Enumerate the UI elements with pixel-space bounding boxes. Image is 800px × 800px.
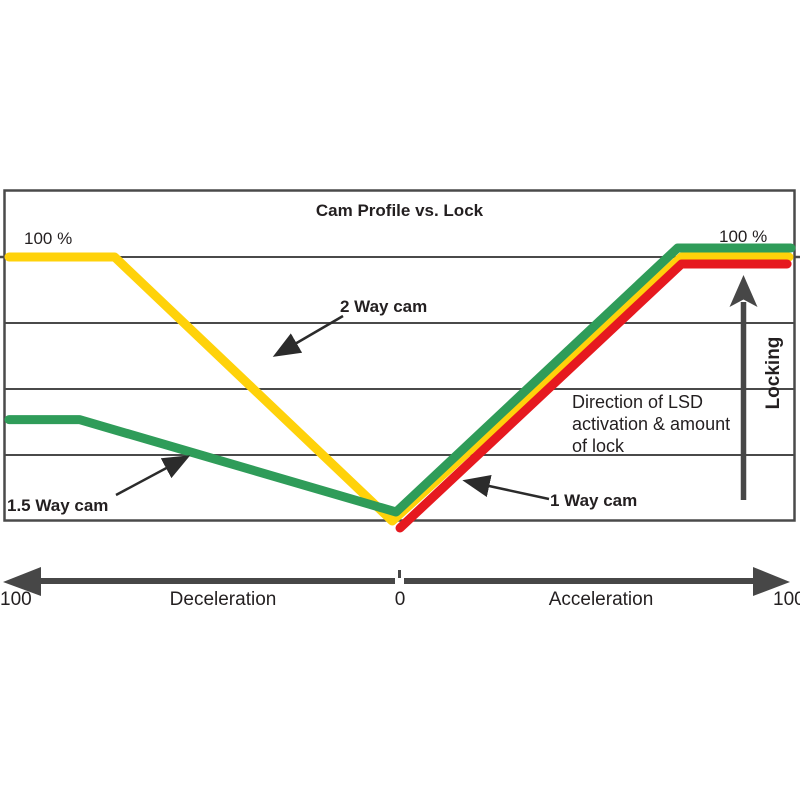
arrow-to-1way-line [462,475,550,501]
series-line-2-way-cam [4,252,794,526]
series-lines [4,243,796,533]
left-100pct-label: 100 % [24,229,73,248]
gridlines [4,256,795,456]
x-axis-acceleration-label: Acceleration [548,589,654,610]
lsd-direction-note: Direction of LSD activation & amount of … [572,391,738,457]
note-line-3: of lock [572,436,625,456]
plot-frame [3,189,796,522]
x-axis-arrow [3,567,790,596]
locking-arrowhead-icon [729,275,758,307]
x-axis-deceleration-label: Deceleration [169,589,277,610]
arrow-to-2way-line [272,314,344,357]
arrow-to-1-5way-line [115,455,191,497]
x-axis-left-100: 100 [0,589,32,610]
series-label-2-way-cam: 2 Way cam [340,297,428,316]
series-line-1-5-way-cam [4,243,796,517]
locking-arrow [729,275,758,500]
series-label-1-way-cam: 1 Way cam [550,491,638,510]
right-100pct-label: 100 % [719,227,768,246]
left-arrowhead-icon [3,567,41,596]
x-axis-right-100: 100 [773,589,800,610]
series-line-1-way-cam [395,259,792,533]
chart-title: Cam Profile vs. Lock [315,201,484,220]
note-line-1: Direction of LSD [572,392,704,412]
x-axis-zero: 0 [394,589,406,610]
locking-axis-label: Locking [763,336,784,410]
note-line-2: activation & amount [572,414,731,434]
series-label-1-5-way-cam: 1.5 Way cam [7,496,109,515]
right-arrowhead-icon [753,567,790,596]
